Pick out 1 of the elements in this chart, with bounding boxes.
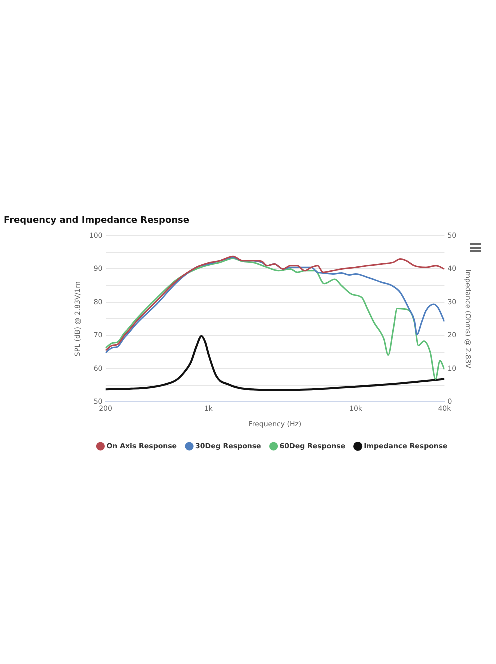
- chart-title: Frequency and Impedance Response: [4, 216, 190, 226]
